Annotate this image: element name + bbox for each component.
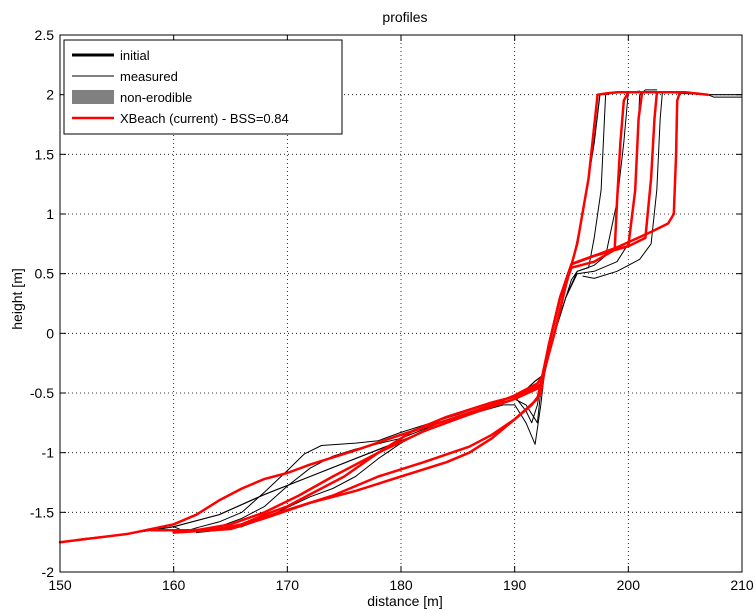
legend-label-non-erodible: non-erodible [120,90,192,105]
y-tick-label: 2 [46,87,54,103]
x-tick-label: 200 [617,577,641,593]
x-tick-label: 150 [48,577,72,593]
y-tick-label: 1.5 [35,146,55,162]
y-tick-label: 0.5 [35,266,55,282]
legend-entry-xbeach: XBeach (current) - BSS=0.84 [72,111,289,126]
legend: initial measured non-erodible XBeach (cu… [63,39,343,135]
chart-title: profiles [382,9,427,25]
y-tick-label: 1 [46,206,54,222]
x-tick-label: 190 [503,577,527,593]
series-line-xbeach [172,92,681,534]
x-axis-label: distance [m] [367,593,442,609]
x-tick-label: 210 [730,577,754,593]
series-line-xbeach [58,91,710,544]
y-tick-label: -2 [42,564,55,580]
legend-swatch-non-erodible [72,90,114,104]
series-layer [58,89,743,544]
x-axis-ticks: 150 160 170 180 190 200 210 [48,35,754,593]
y-axis-label: height [m] [9,268,25,329]
y-tick-label: 2.5 [35,27,55,43]
x-tick-label: 180 [389,577,413,593]
y-tick-label: -1 [42,445,55,461]
legend-label-initial: initial [120,48,150,63]
series-line-xbeach [149,91,630,532]
legend-entry-initial: initial [72,48,150,63]
x-tick-label: 160 [162,577,186,593]
legend-label-measured: measured [120,69,178,84]
legend-entry-measured: measured [72,69,178,84]
legend-entry-non-erodible: non-erodible [72,90,192,105]
y-tick-label: 0 [46,325,54,341]
x-tick-label: 170 [276,577,300,593]
y-tick-label: -0.5 [30,385,54,401]
legend-label-xbeach: XBeach (current) - BSS=0.84 [120,111,289,126]
y-tick-label: -1.5 [30,504,54,520]
